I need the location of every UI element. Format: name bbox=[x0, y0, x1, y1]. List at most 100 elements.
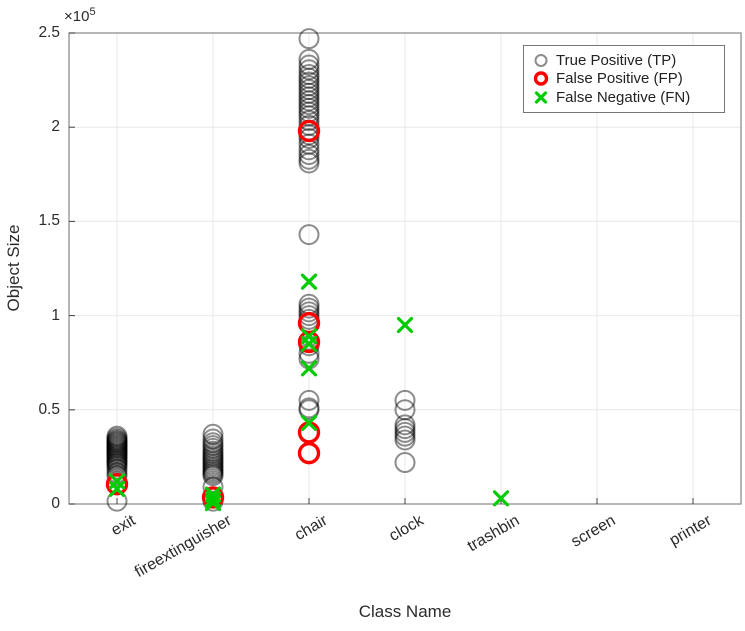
data-point bbox=[297, 441, 321, 465]
data-point bbox=[394, 429, 416, 451]
data-point bbox=[106, 442, 128, 464]
data-point bbox=[106, 436, 128, 458]
data-point bbox=[106, 452, 128, 474]
data-point bbox=[202, 461, 224, 483]
data-point bbox=[300, 414, 318, 432]
data-point bbox=[298, 297, 320, 319]
legend-label-fp: False Positive (FP) bbox=[556, 70, 683, 88]
data-point bbox=[106, 446, 128, 468]
fp-circle-icon bbox=[530, 70, 556, 87]
data-point bbox=[201, 486, 225, 509]
y-tick-label-1.5: 1.5 bbox=[38, 212, 60, 230]
data-point bbox=[298, 94, 320, 116]
data-point bbox=[202, 451, 224, 473]
fn-x-icon bbox=[530, 89, 556, 106]
data-point bbox=[298, 305, 320, 327]
legend-item-false-negative: False Negative (FN) bbox=[530, 88, 716, 107]
data-point bbox=[106, 490, 128, 512]
y-axis-title: Object Size bbox=[4, 224, 23, 312]
data-point bbox=[202, 443, 224, 465]
data-point bbox=[394, 399, 416, 421]
data-point bbox=[298, 54, 320, 76]
data-point bbox=[106, 425, 128, 447]
legend-item-false-positive: False Positive (FP) bbox=[530, 70, 716, 89]
data-point bbox=[298, 144, 320, 166]
data-point bbox=[106, 438, 128, 460]
data-point bbox=[394, 452, 416, 474]
data-point bbox=[298, 399, 320, 421]
data-point bbox=[106, 440, 128, 462]
data-point bbox=[298, 63, 320, 85]
data-point bbox=[394, 389, 416, 411]
tp-circle-icon bbox=[530, 52, 556, 69]
data-point bbox=[204, 491, 222, 508]
data-point bbox=[202, 459, 224, 481]
data-point bbox=[106, 432, 128, 454]
data-point bbox=[202, 428, 224, 450]
data-point bbox=[106, 434, 128, 456]
data-point bbox=[202, 445, 224, 467]
data-point bbox=[300, 273, 318, 290]
data-point bbox=[298, 152, 320, 174]
data-point bbox=[298, 59, 320, 81]
data-point bbox=[298, 148, 320, 170]
data-point bbox=[202, 437, 224, 459]
data-point bbox=[106, 443, 128, 465]
data-point bbox=[202, 447, 224, 469]
data-point bbox=[106, 427, 128, 449]
data-point bbox=[298, 97, 320, 119]
data-point bbox=[106, 430, 128, 452]
data-point bbox=[202, 449, 224, 471]
series-0-markers bbox=[106, 28, 416, 512]
data-point bbox=[298, 301, 320, 323]
data-point bbox=[202, 465, 224, 487]
data-point bbox=[394, 421, 416, 443]
legend-item-true-positive: True Positive (TP) bbox=[530, 51, 716, 70]
data-point bbox=[202, 453, 224, 475]
data-point bbox=[106, 431, 128, 453]
data-point bbox=[394, 425, 416, 447]
data-point bbox=[105, 473, 129, 496]
data-point bbox=[396, 316, 414, 334]
y-tick-label-2.5: 2.5 bbox=[38, 24, 60, 41]
data-point bbox=[108, 480, 126, 498]
data-point bbox=[106, 465, 128, 487]
data-point bbox=[298, 67, 320, 89]
data-point bbox=[106, 439, 128, 461]
y-axis-multiplier-exponent: 5 bbox=[89, 6, 96, 18]
series-2-markers bbox=[108, 273, 510, 512]
data-point bbox=[298, 82, 320, 104]
data-point bbox=[298, 224, 320, 246]
data-point bbox=[394, 418, 416, 440]
data-point bbox=[202, 455, 224, 477]
data-point bbox=[204, 494, 222, 512]
data-point bbox=[394, 414, 416, 436]
y-tick-label-0.5: 0.5 bbox=[38, 400, 60, 418]
legend-label-tp: True Positive (TP) bbox=[556, 51, 677, 69]
data-point bbox=[298, 133, 320, 155]
legend: True Positive (TP) False Positive (FP) F… bbox=[523, 45, 725, 113]
data-point bbox=[202, 463, 224, 485]
data-point bbox=[300, 360, 318, 377]
data-point bbox=[202, 457, 224, 479]
data-point bbox=[106, 450, 128, 472]
data-point bbox=[298, 110, 320, 132]
data-point bbox=[298, 105, 320, 127]
data-point bbox=[298, 128, 320, 150]
data-point bbox=[298, 90, 320, 112]
y-axis-multiplier-base: ×10 bbox=[64, 8, 90, 25]
y-tick-label-0: 0 bbox=[51, 495, 60, 512]
data-point bbox=[202, 435, 224, 457]
data-point bbox=[300, 335, 318, 352]
legend-label-fn: False Negative (FN) bbox=[556, 88, 691, 106]
data-point bbox=[298, 86, 320, 108]
data-point bbox=[298, 79, 320, 101]
data-point bbox=[106, 458, 128, 480]
data-point bbox=[106, 449, 128, 471]
data-point bbox=[298, 75, 320, 97]
data-point bbox=[106, 447, 128, 469]
data-point bbox=[106, 445, 128, 467]
data-point bbox=[298, 71, 320, 93]
data-point bbox=[202, 423, 224, 445]
